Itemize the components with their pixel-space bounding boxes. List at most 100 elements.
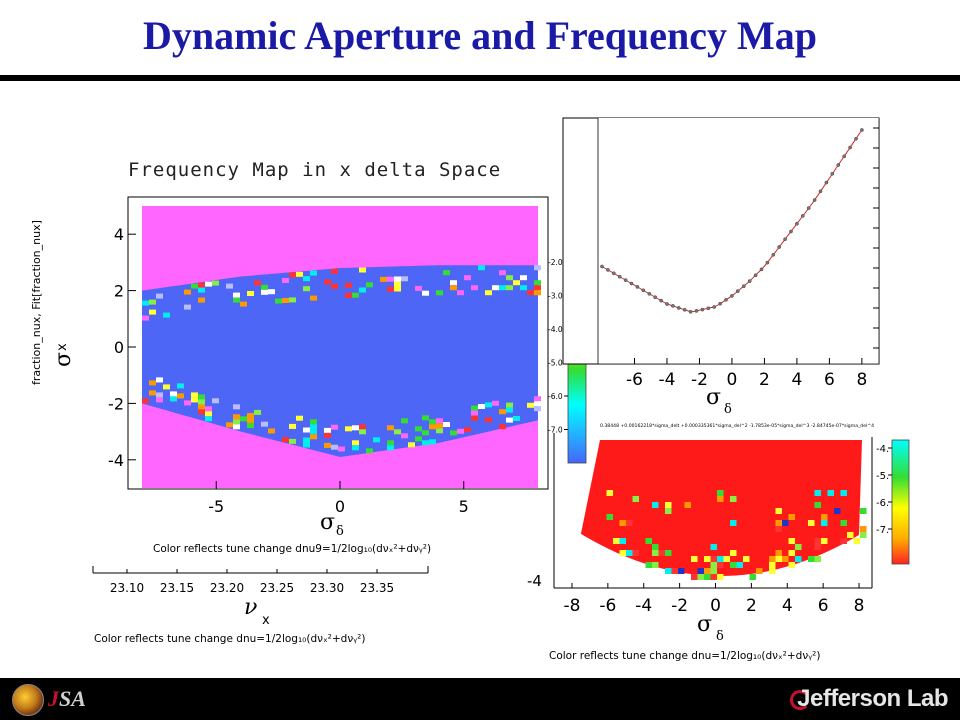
fit-point (735, 289, 740, 293)
heatmap-cell (345, 292, 352, 298)
title-rule (0, 75, 960, 81)
heatmap-cell (788, 538, 795, 544)
fit-point (771, 252, 776, 257)
heatmap-cell (834, 508, 841, 514)
heatmap-cell (506, 285, 513, 291)
fit-point (795, 221, 799, 226)
heatmap-cell (827, 490, 834, 496)
heatmap-cell (233, 419, 240, 425)
outer-x-ticks: 23.10 23.15 23.20 23.25 23.30 23.35 (110, 569, 394, 595)
heatmap-cells (142, 265, 541, 454)
x-tick-label: -2 (671, 596, 688, 616)
heatmap-cell (534, 401, 541, 407)
fit-point (600, 264, 604, 269)
heatmap-cell (205, 411, 212, 417)
heatmap-cell (527, 290, 534, 296)
heatmap-cell (513, 280, 520, 286)
heatmap-cell (401, 418, 408, 424)
heatmap-cell (478, 404, 485, 409)
outer-tick-label: 23.30 (310, 581, 344, 595)
heatmap-cell (671, 568, 678, 574)
heatmap-cell (632, 496, 639, 502)
heatmap-cell (387, 440, 394, 446)
x-tick-label: -6 (626, 370, 643, 390)
heatmap-cell (534, 290, 541, 296)
heatmap-cell (373, 437, 380, 443)
heatmap-cell (331, 283, 338, 289)
heatmap-cell (492, 400, 499, 406)
heatmap-cell (310, 270, 317, 276)
heatmap-cell (261, 284, 268, 290)
left-x-ticks: -5 0 5 (208, 481, 469, 516)
heatmap-cell (513, 416, 520, 421)
bottom-x-label: σ δ (697, 612, 724, 644)
colorbar-tick-label: -3.0 (548, 292, 563, 301)
heatmap-cell (840, 538, 847, 544)
heatmap-cell (782, 556, 789, 562)
heatmap-cell (652, 562, 659, 568)
x-tick-label: 6 (818, 596, 829, 616)
fit-point (653, 295, 658, 300)
heatmap-cell (198, 404, 205, 410)
fit-point (641, 288, 646, 293)
heatmap-cell (485, 417, 492, 423)
fit-point (659, 298, 663, 303)
heatmap-cell (345, 426, 352, 432)
heatmap-cell (247, 291, 254, 296)
heatmap-cell (704, 568, 711, 574)
fit-point (635, 285, 640, 289)
fit-formula: 0.38448 +0.00162218*sigma_delt +0.000335… (600, 423, 874, 429)
heatmap-cell (429, 424, 436, 430)
fit-point (812, 198, 817, 202)
heatmap-cell (191, 283, 198, 289)
fit-point (777, 245, 782, 249)
heatmap-cell (808, 556, 815, 562)
heatmap-cell (303, 427, 310, 433)
outer-tick-label: 23.15 (160, 581, 194, 595)
heatmap-cell (198, 394, 205, 400)
heatmap-cell (310, 295, 317, 301)
heatmap-cell (457, 290, 464, 296)
x-tick-label: 0 (335, 497, 345, 516)
heatmap-cell (289, 423, 296, 429)
heatmap-cell (684, 502, 691, 508)
heatmap-cell (606, 490, 613, 496)
y-tick-label: 0 (114, 338, 124, 357)
heatmap-cell (198, 297, 205, 303)
heatmap-cell (534, 265, 541, 271)
heatmap-cell (324, 279, 331, 285)
outer-x-label: ν x (244, 595, 270, 628)
heatmap-cell (408, 442, 415, 448)
heatmap-cell (345, 282, 352, 288)
x-tick-label: -8 (563, 596, 580, 616)
fit-point (682, 307, 687, 312)
heatmap-cell (769, 568, 776, 574)
heatmap-cell (394, 276, 401, 282)
heatmap-cell (303, 442, 310, 448)
y-tick-label: -2 (108, 394, 124, 413)
heatmap-cell (422, 415, 429, 421)
heatmap-cell (736, 562, 743, 568)
heatmap-cell (450, 430, 457, 436)
heatmap-cell (443, 422, 450, 427)
heatmap-cell (534, 285, 541, 291)
heatmap-cell (691, 556, 698, 562)
outer-ylabel: fraction_nux, Fit[fraction_nux] (30, 220, 43, 385)
heatmap-cell (775, 556, 782, 562)
heatmap-cell (814, 538, 821, 544)
fit-point (830, 171, 835, 176)
heatmap-cell (814, 490, 821, 496)
doe-seal-icon (12, 684, 44, 716)
heatmap-cell (606, 514, 613, 520)
heatmap-cell (520, 285, 527, 291)
heatmap-cell (233, 414, 240, 420)
heatmap-cell (422, 290, 429, 296)
heatmap-cell (788, 562, 795, 568)
heatmap-cell (506, 407, 513, 413)
heatmap-cell (366, 282, 373, 288)
x-tick-label: 2 (759, 370, 770, 390)
heatmap-cell (527, 402, 534, 408)
fit-point (824, 180, 829, 185)
heatmap-cell (619, 520, 626, 526)
heatmap-cell (658, 550, 665, 556)
